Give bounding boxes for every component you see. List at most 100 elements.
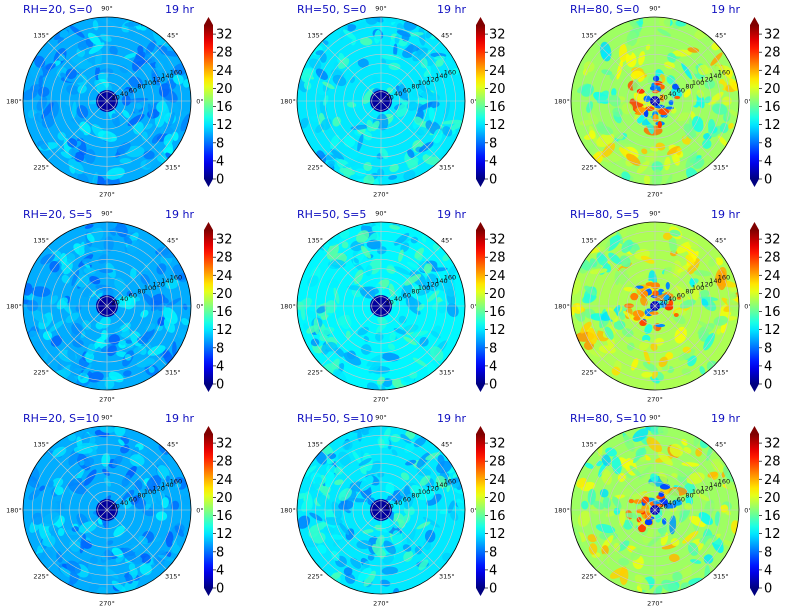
heatmap-cell — [137, 335, 149, 345]
heatmap-cell — [641, 148, 648, 155]
heatmap-cell — [366, 119, 373, 132]
heatmap-cell — [353, 257, 359, 264]
heatmap-cell — [312, 532, 326, 544]
polar-frame — [22, 425, 192, 595]
colorbar-tick-label: 28 — [216, 251, 233, 266]
heatmap-cell — [627, 44, 633, 56]
heatmap-cell — [613, 320, 626, 330]
heatmap-cell — [313, 317, 320, 335]
heatmap-cell — [453, 488, 464, 494]
colorbar: 0 4 8 12 16 20 24 28 32 — [476, 17, 506, 188]
core-cell — [636, 88, 645, 94]
heatmap-cell — [680, 564, 692, 583]
angle-tick-label: 270° — [373, 396, 389, 404]
heatmap-cell — [52, 477, 64, 487]
grid-spoke — [47, 100, 108, 161]
heatmap-cell — [315, 68, 328, 80]
heatmap-cell — [419, 475, 431, 486]
heatmap-cell — [323, 526, 335, 534]
radial-tick-label: 100 — [418, 79, 430, 87]
heatmap-cell — [689, 136, 702, 151]
panel-title-left: RH=20, S=5 — [23, 208, 92, 221]
heatmap-cell — [336, 314, 350, 326]
colorbar-tick-label: 16 — [489, 509, 506, 524]
heatmap-cell — [697, 64, 709, 76]
heatmap-cell — [684, 502, 692, 511]
colorbar-tick-label: 12 — [216, 527, 233, 542]
radial-tick-label: 120 — [426, 76, 438, 84]
heatmap-cell — [366, 239, 382, 250]
heatmap-cell — [580, 321, 592, 334]
radial-tick-label: 140 — [435, 481, 447, 489]
grid-spoke — [380, 246, 441, 307]
polar-panel-7: 20 40 60 801001201401600°45°90°135°180°225°… — [6, 412, 232, 608]
heatmap-cell — [710, 65, 722, 83]
heatmap-cell — [407, 32, 424, 37]
heatmap-cell — [64, 100, 73, 106]
core-cell — [643, 95, 651, 103]
heatmap-cell — [94, 49, 103, 68]
radial-tick-label: 60 — [129, 291, 137, 299]
heatmap-cell — [378, 438, 385, 449]
heatmap-cell — [342, 160, 360, 169]
angle-tick-label: 180° — [554, 98, 570, 106]
heatmap-cell — [344, 24, 357, 32]
heatmap-cell — [611, 366, 621, 376]
heatmap-cell — [630, 70, 645, 83]
grid-spoke — [321, 450, 382, 511]
heatmap-cell — [626, 153, 641, 166]
heatmap-cell — [363, 162, 373, 171]
heatmap-cell — [360, 37, 373, 46]
heatmap-cell — [404, 273, 422, 286]
heatmap-cell — [121, 95, 131, 106]
colorbar-tick-label: 4 — [764, 154, 772, 169]
heatmap-cell — [79, 442, 94, 448]
heatmap-cell — [158, 83, 170, 98]
colorbar-extend-min — [476, 588, 485, 596]
heatmap-cell — [143, 293, 157, 309]
colorbar-tick-label: 20 — [764, 82, 781, 97]
heatmap-cell — [356, 230, 370, 243]
heatmap-cell — [122, 330, 132, 339]
heatmap-cell — [129, 454, 145, 467]
grid-spoke — [380, 305, 441, 366]
heatmap-cell — [136, 358, 155, 368]
radial-tick-label: 40 — [120, 499, 128, 507]
radial-tick-label: 100 — [692, 79, 704, 87]
heatmap-cell — [663, 42, 677, 53]
heatmap-cell — [661, 579, 679, 593]
heatmap-cell — [111, 113, 120, 127]
heatmap-cell — [330, 534, 344, 540]
colorbar-tick-label: 32 — [216, 233, 233, 248]
heatmap-cell — [38, 75, 43, 88]
heatmap-cell — [630, 547, 642, 561]
heatmap-cell — [328, 238, 340, 246]
heatmap-cell — [696, 89, 704, 99]
grid-spoke — [595, 246, 656, 307]
panel-title-left: RH=20, S=10 — [23, 412, 99, 425]
angle-tick-label: 90° — [375, 414, 387, 422]
heatmap-cell — [124, 52, 138, 59]
core-cell — [644, 519, 653, 526]
heatmap-cell — [711, 458, 722, 469]
heatmap-cell — [572, 526, 582, 545]
colorbar-tick-label: 16 — [216, 509, 233, 524]
angle-tick-label: 225° — [581, 163, 597, 171]
heatmap-cell — [49, 320, 65, 332]
heatmap-cell — [652, 585, 663, 594]
heatmap-cell — [353, 269, 364, 285]
angle-tick-label: 90° — [649, 414, 661, 422]
heatmap-cell — [632, 428, 649, 442]
grid-spoke — [47, 305, 108, 366]
colorbar-tick-label: 8 — [216, 545, 224, 560]
colorbar-extend-min — [750, 588, 759, 596]
heatmap-cell — [133, 556, 143, 565]
angle-tick-label: 315° — [165, 572, 181, 580]
radial-tick-label: 100 — [144, 488, 156, 496]
heatmap-cell — [380, 58, 387, 64]
colorbar-tick-label: 28 — [216, 46, 233, 61]
heatmap-cell — [387, 343, 396, 351]
heatmap-cell — [729, 78, 739, 91]
colorbar-tick-label: 28 — [764, 46, 781, 61]
radial-tick-label: 20 — [111, 502, 119, 510]
